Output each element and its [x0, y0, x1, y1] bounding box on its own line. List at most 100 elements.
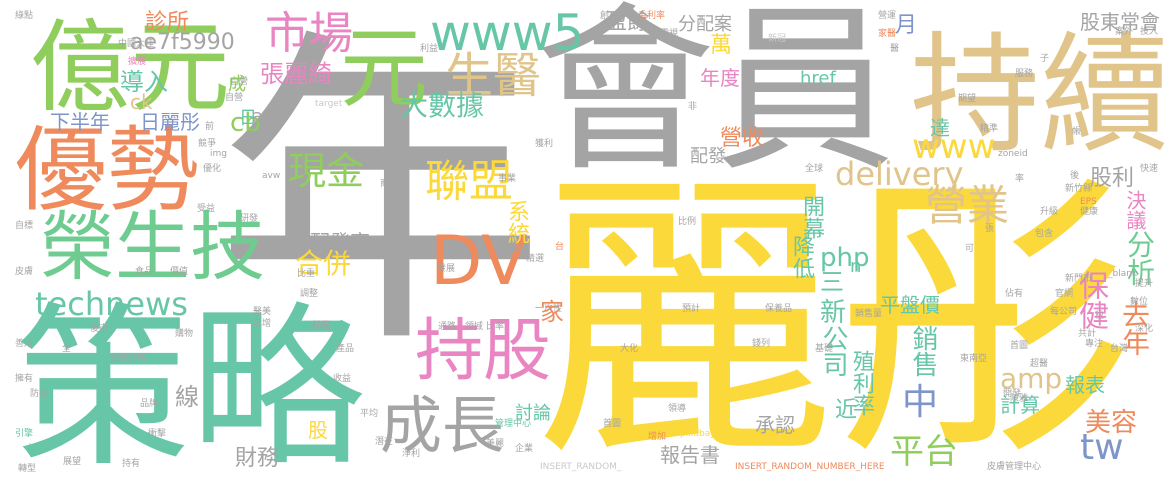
word-chuang: 創	[600, 11, 610, 21]
word-gongsi: 公司	[818, 325, 848, 377]
word-jia: 家	[540, 298, 564, 326]
word-meirong: 美容	[1085, 408, 1138, 438]
word-jingxuan: 精選	[526, 254, 545, 264]
word-xin: 新	[820, 298, 847, 328]
word-nianzeng: 年增	[253, 319, 272, 329]
word-jiankang: 健康	[1080, 207, 1099, 217]
word-xitong: 系統	[504, 200, 529, 244]
word-lingyu: 領域	[465, 322, 484, 332]
word-xianjin: 現金	[288, 149, 365, 193]
word-jingzhun: 精準	[980, 124, 999, 134]
word-houshi: 後市	[90, 324, 109, 334]
word-jichu: 基礎	[815, 344, 834, 354]
word-xiaoshouliang: 銷售量	[855, 309, 883, 319]
word-lingdao: 領導	[668, 404, 687, 414]
word-kaimu: 開幕	[799, 195, 824, 239]
word-shoutu-b: 首圖	[1010, 341, 1029, 351]
word-dongnanya: 東南亞	[960, 354, 988, 364]
word-zibiao: 自標	[15, 221, 34, 231]
word-anwai: 案外	[1115, 27, 1134, 37]
word-fenpeian: 分配案	[678, 14, 732, 35]
word-pingjun: 平均	[360, 409, 379, 419]
word-chenya: 陳雅	[1010, 394, 1029, 404]
word-tonglu: 通路	[438, 322, 457, 332]
word-nian: 年	[215, 3, 545, 387]
word-pifu: 皮膚	[15, 267, 34, 277]
word-shoutu: 首圖	[603, 419, 622, 429]
word-chiyou: 持有	[122, 459, 141, 469]
word-qunian: 去年	[1118, 300, 1151, 356]
word-cb: cb	[230, 108, 261, 138]
word-pinpai: 品牌	[140, 399, 159, 409]
word-delivery: delivery	[835, 155, 964, 193]
word-peifa: 配發	[690, 146, 726, 167]
word-yongyou: 擁有	[15, 374, 34, 384]
word-shanyong: 善用	[15, 339, 34, 349]
word-yimeizhensuo: 醫美診所	[110, 354, 147, 364]
word-shangquan: 商圈	[380, 179, 399, 189]
word-tw: tw	[1080, 427, 1124, 468]
word-daoru: 導入	[120, 68, 168, 96]
word-jiazhi: 價值	[170, 267, 189, 277]
word-chanpin: 產品	[336, 344, 355, 354]
word-qianlie: 錢列	[752, 339, 771, 349]
word-fazhan: 發展	[437, 264, 456, 274]
word-bili: 比例	[678, 217, 697, 227]
word-liyi: 利益	[420, 44, 439, 54]
word-pingtai: 平台	[890, 432, 958, 472]
word-zhong: 中	[902, 382, 939, 423]
word-qiwang: 期望	[958, 94, 977, 104]
word-yicixing: 一次性	[535, 304, 563, 314]
word-baojian: 保健	[1073, 270, 1108, 330]
word-guli: 股利	[1090, 166, 1135, 191]
word-yuan: 元	[340, 17, 429, 120]
word-qian: 前	[205, 122, 215, 132]
word-huiyuan: 會員	[535, 0, 896, 196]
word-avw: avw	[262, 171, 281, 181]
word-meigongsi: 每公司	[1050, 307, 1078, 317]
word-kuaisu: 快速	[1140, 164, 1159, 174]
word-zhangliqi: 張麗綺	[260, 60, 332, 88]
word-caiwu: 財務	[235, 446, 280, 471]
word-lvdian: 綠點	[15, 11, 34, 21]
word-bilv: 比率	[486, 322, 505, 332]
word-huoli: 獲利	[535, 139, 554, 149]
word-ke: 可	[965, 244, 975, 254]
word-lagao: 拉高	[28, 444, 47, 454]
word-xinzhuxian: 新竹縣	[1065, 184, 1093, 194]
word-zhanwang: 展望	[63, 457, 82, 467]
word-shuwei: 數位	[1130, 297, 1149, 307]
word-shichang: 市場	[265, 8, 353, 59]
word-zhang-acct: 帳	[1072, 127, 1082, 137]
word-ri: 日	[239, 108, 257, 129]
word-tiaozheng: 調整	[300, 289, 319, 299]
word-pixabay: pixabay	[680, 429, 716, 439]
word-wan: 萬	[710, 33, 733, 58]
word-shui: 稅	[1095, 311, 1105, 321]
word-hou: 後	[1070, 171, 1080, 181]
word-chengzhang: 成長	[380, 389, 505, 462]
word-guanlizhongxin: 管理中心	[495, 419, 532, 429]
word-a: a	[252, 106, 264, 127]
word-jisuan: 計算	[1000, 393, 1040, 417]
word-ae7f5990: ae7f5990	[130, 30, 235, 55]
word-baogaoshu: 報告書	[660, 443, 720, 467]
word-gu: 股	[308, 418, 328, 442]
word-eps: EPS	[1080, 197, 1097, 207]
word-youshi: 優勢	[15, 117, 200, 224]
word-yinqing: 引擎	[15, 429, 34, 439]
word-dv: DV	[430, 222, 528, 301]
word-xinguan: 新冠	[768, 34, 787, 44]
word-yanfa: 研發	[240, 214, 259, 224]
word-lv: 率	[1015, 174, 1025, 184]
word-shengyi: 生醫	[445, 48, 542, 104]
word-www: www	[912, 127, 996, 167]
word-rongshengji: 榮生技	[40, 203, 266, 291]
word-blank: _blank	[1108, 269, 1138, 279]
word-rilitong: 日麗彤	[140, 110, 200, 134]
word-jingli: 淨利	[402, 449, 421, 459]
word-insert-random: INSERT_RANDOM_	[540, 462, 622, 472]
word-youhua: 優化	[203, 164, 222, 174]
word-zhuanxing: 轉型	[18, 464, 37, 474]
